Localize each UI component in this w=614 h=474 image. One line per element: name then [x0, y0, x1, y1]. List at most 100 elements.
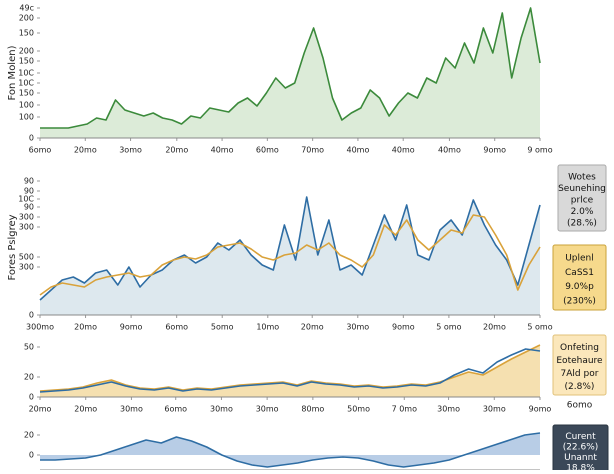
info-box-bg	[552, 244, 607, 311]
line	[40, 432, 541, 468]
info-text: Unannt	[564, 453, 597, 463]
y-axis-label: Fores Pslgrey	[7, 214, 18, 280]
info-text: 7Ald por	[561, 369, 599, 379]
x-tick-label: 6omo	[29, 146, 52, 155]
y-tick-label: 150	[19, 89, 34, 98]
x-tick-label: 30mo	[437, 405, 460, 414]
y-tick-label: 300	[19, 263, 34, 272]
x-tick-label: 40mo	[392, 146, 415, 155]
y-tick-label: 10C	[18, 79, 34, 88]
x-tick-label: 20mo	[74, 146, 97, 155]
y-tick-label: 0	[29, 451, 34, 460]
x-tick-label: 50mo	[347, 405, 370, 414]
line	[39, 196, 541, 301]
y-tick-label: 10C	[18, 69, 34, 78]
x-tick-label: 40mo	[346, 146, 369, 155]
info-text: Seunehing	[558, 184, 606, 194]
y-tick-label: 300	[19, 223, 34, 232]
x-tick-label: 40mo	[438, 146, 461, 155]
y-axis-label: Fon Molen)	[7, 45, 18, 100]
x-tick-label: 20mo	[74, 323, 97, 332]
info-text: Curent	[565, 432, 596, 442]
x-tick-label: 60mo	[256, 146, 279, 155]
y-tick-label: 0	[29, 393, 34, 402]
x-tick-label: 20mo	[29, 405, 52, 414]
area	[40, 345, 540, 397]
y-tick-label: 100	[19, 101, 34, 110]
x-tick-label: 20mo	[483, 323, 506, 332]
x-tick-label: 70mo	[301, 146, 324, 155]
y-tick-label: 100	[19, 113, 34, 122]
y-tick-label: 500	[19, 253, 34, 262]
x-tick-label: 6omo	[164, 405, 187, 414]
area	[40, 197, 540, 315]
info-text: prlce	[571, 196, 594, 206]
x-tick-label: 5omo	[211, 323, 234, 332]
x-tick-label: 80mo	[301, 405, 324, 414]
x-tick-label: 20mo	[74, 405, 97, 414]
y-tick-label: 49c	[19, 4, 34, 13]
y-tick-label: 0	[29, 311, 34, 320]
y-tick-label: 90	[24, 187, 34, 196]
x-tick-label: 9omo	[120, 323, 143, 332]
x-tick-label: 5 omo	[527, 323, 552, 332]
info-box-bg	[557, 164, 607, 232]
info-text: Onfeting	[560, 343, 599, 353]
x-tick-label: 300mo	[26, 323, 54, 332]
x-tick-label: 9omo	[529, 405, 552, 414]
y-tick-label: 200	[19, 14, 34, 23]
x-tick-label: 30mo	[210, 405, 233, 414]
info-text: (22.6%)	[563, 442, 599, 452]
x-tick-label: 30mo	[346, 323, 369, 332]
y-tick-label: 0	[29, 134, 34, 143]
y-tick-label: 90	[24, 177, 34, 186]
y-tick-label: 300	[19, 213, 34, 222]
area	[40, 8, 540, 138]
x-tick-label: 9omo	[392, 323, 415, 332]
info-text: 18.8%	[566, 463, 595, 470]
y-tick-label: 150	[19, 57, 34, 66]
x-tick-label: 10mo	[256, 323, 279, 332]
line	[39, 344, 541, 392]
x-tick-label: 5 omo	[436, 323, 461, 332]
y-tick-label: 20	[24, 373, 34, 382]
info-text: 9.0%p	[565, 282, 594, 292]
x-tick-label: 40mo	[211, 146, 234, 155]
info-box: Uplenl CaSS1 9.0%p (230%)	[552, 244, 607, 311]
info-text: (28.%)	[567, 219, 597, 229]
x-tick-label: 20mo	[301, 323, 324, 332]
x-tick-label: 30mo	[256, 405, 279, 414]
info-box: Onfeting Eotehaure 7Ald por (2.8%) 6omo	[552, 334, 607, 411]
line	[39, 214, 541, 296]
info-text: Eotehaure	[556, 356, 603, 366]
info-text: Wotes	[568, 172, 596, 182]
x-tick-label: 7 0mo	[392, 405, 418, 414]
y-tick-label: 200	[19, 47, 34, 56]
line	[40, 7, 541, 129]
x-tick-label: 20mo	[165, 146, 188, 155]
x-tick-label: 9omo	[483, 146, 506, 155]
x-tick-label: 30mo	[483, 405, 506, 414]
y-tick-label: 10C	[18, 195, 34, 204]
info-note: 6omo	[567, 401, 593, 411]
x-tick-label: 9 omo	[527, 146, 552, 155]
line	[39, 348, 541, 393]
info-box-bg	[552, 424, 609, 474]
x-tick-label: 30mo	[120, 405, 143, 414]
info-text: 2.0%	[571, 207, 594, 217]
x-tick-label: 6omo	[165, 323, 188, 332]
info-text: CaSS1	[565, 268, 594, 278]
y-tick-label: 20	[24, 431, 34, 440]
y-tick-label: 90	[24, 203, 34, 212]
y-tick-label: 50	[24, 343, 34, 352]
info-text: (230%)	[563, 296, 596, 306]
y-tick-label: 150	[19, 29, 34, 38]
info-text: (2.8%)	[565, 382, 595, 392]
info-box-bg	[552, 334, 607, 396]
x-tick-label: 3omo	[119, 146, 142, 155]
info-text: Uplenl	[565, 254, 594, 264]
